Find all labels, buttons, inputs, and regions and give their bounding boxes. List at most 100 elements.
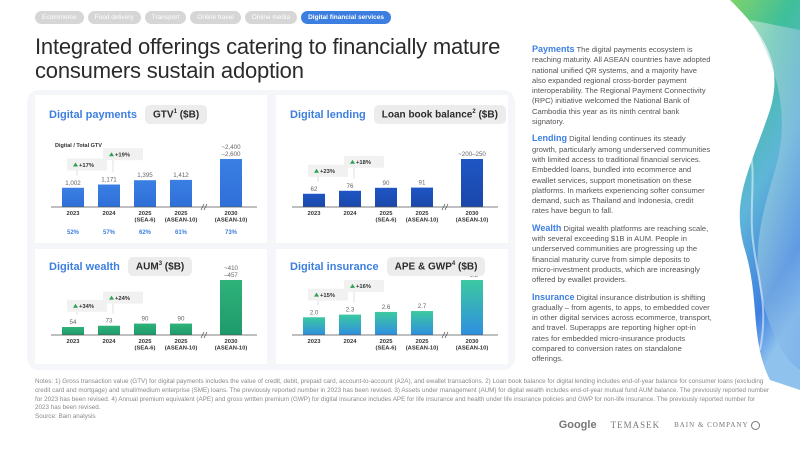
bar-value-label: 90 <box>178 316 185 323</box>
card-digital-wealth: Digital wealth AUM3 ($B) 54 2023 73 2024 90 2… <box>35 249 267 364</box>
partner-logos: Google TEMASEK BAIN & COMPANY <box>559 419 760 431</box>
bain-logo-text: BAIN & COMPANY <box>674 420 749 429</box>
bar <box>375 187 397 207</box>
section-tabs: Ecommerce Food delivery Transport Online… <box>35 11 391 24</box>
growth-callout-box <box>344 279 384 292</box>
category-tick-label: (SEA-6) <box>135 218 156 224</box>
tab-online-travel[interactable]: Online travel <box>190 11 241 24</box>
axis-break-mark <box>203 331 208 339</box>
bar <box>411 311 433 335</box>
bar <box>339 190 361 207</box>
tab-transport[interactable]: Transport <box>144 11 187 24</box>
insight-wealth: Wealth Digital wealth platforms are reac… <box>532 223 712 286</box>
bar-value-label: 73 <box>106 318 113 325</box>
category-tick-label: (ASEAN-10) <box>165 218 198 224</box>
footnotes: Notes: 1) Gross transaction value (GTV) … <box>35 378 770 422</box>
bar-value-label: 91 <box>419 180 426 187</box>
metric-badge: AUM3 ($B) <box>127 257 193 277</box>
growth-label: +15% <box>320 293 335 299</box>
card-title: Digital payments <box>49 108 138 121</box>
bar <box>411 187 433 207</box>
insight-text: Digital wealth platforms are reaching sc… <box>532 223 709 285</box>
axis-break-mark <box>441 203 446 211</box>
axis-break-mark <box>441 331 446 339</box>
card-title: Digital lending <box>290 108 366 121</box>
bar-value-label: 2.0 <box>310 309 319 316</box>
bain-circle-icon <box>751 420 760 430</box>
metric-label: GTV <box>153 109 174 121</box>
growth-label: +24% <box>115 296 130 302</box>
category-tick-label: 2024 <box>103 211 117 217</box>
up-triangle-icon <box>350 159 355 164</box>
category-tick-label: 2025 <box>139 339 153 345</box>
bar-value-label: ~2,400 <box>221 144 241 151</box>
category-tick-label: 2025 <box>139 211 153 217</box>
bar <box>303 317 325 335</box>
share-value-label: 62% <box>139 230 152 236</box>
bar-value-label: 90 <box>142 316 149 323</box>
temasek-logo: TEMASEK <box>610 420 661 430</box>
metric-badge: APE & GWP4 ($B) <box>386 257 486 277</box>
up-triangle-icon <box>350 283 355 288</box>
metric-badge: Loan book balance2 ($B) <box>373 105 506 125</box>
category-tick-label: 2023 <box>67 211 81 217</box>
category-tick-label: 2025 <box>380 211 394 217</box>
bar <box>98 184 120 207</box>
growth-label: +16% <box>356 284 371 290</box>
growth-callout-box <box>67 299 107 312</box>
category-tick-label: 2025 <box>175 211 189 217</box>
footnote-ref: 1 <box>173 109 177 115</box>
share-value-label: 57% <box>103 230 116 236</box>
card-title: Digital wealth <box>49 260 120 273</box>
bar <box>134 180 156 207</box>
growth-callout-box <box>308 164 348 177</box>
category-tick-label: 2030 <box>466 211 479 217</box>
bar-value-label: 90 <box>383 180 390 187</box>
insights-column: Payments The digital payments ecosystem … <box>532 44 712 371</box>
up-triangle-icon <box>73 162 78 167</box>
bar-value-label: 1,412 <box>173 172 189 179</box>
category-tick-label: 2024 <box>344 211 358 217</box>
category-tick-label: 2025 <box>416 339 430 345</box>
card-digital-payments: Digital payments GTV1 ($B) Digital / Tot… <box>35 95 267 243</box>
tab-digital-financial-services[interactable]: Digital financial services <box>301 11 391 24</box>
category-tick-label: 2023 <box>67 339 81 345</box>
tab-food-delivery[interactable]: Food delivery <box>87 11 141 24</box>
insight-lending: Lending Digital lending continues its st… <box>532 133 712 216</box>
bar-value-label: 1,395 <box>137 172 153 179</box>
bar <box>62 187 84 207</box>
category-tick-label: (ASEAN-10) <box>215 218 248 224</box>
tab-online-media[interactable]: Online media <box>244 11 298 24</box>
category-tick-label: 2024 <box>103 339 117 345</box>
category-tick-label: 2025 <box>380 339 394 345</box>
metric-unit: ($B) <box>455 261 478 273</box>
category-tick-label: (ASEAN-10) <box>456 218 489 224</box>
bar-value-label: ~200–250 <box>458 151 486 158</box>
category-tick-label: 2024 <box>344 339 358 345</box>
metric-label: APE & GWP <box>394 261 452 273</box>
bar-value-label: 1,171 <box>101 177 117 184</box>
growth-label: +19% <box>115 153 130 159</box>
category-tick-label: (SEA-6) <box>376 218 397 224</box>
tab-ecommerce[interactable]: Ecommerce <box>35 11 84 24</box>
payments-chart: Digital / Total GTV 1,002 2023 52% 1,171 2024… <box>51 143 257 236</box>
category-tick-label: (ASEAN-10) <box>406 218 439 224</box>
bar <box>220 159 242 207</box>
insight-heading: Wealth <box>532 222 562 233</box>
bar <box>62 327 84 335</box>
up-triangle-icon <box>314 292 319 297</box>
category-tick-label: 2023 <box>308 339 322 345</box>
bar-value-label: 2.7 <box>418 303 427 310</box>
google-logo: Google <box>558 419 597 431</box>
share-axis-label: Digital / Total GTV <box>55 143 102 149</box>
footnote-ref: 3 <box>158 261 163 267</box>
insight-payments: Payments The digital payments ecosystem … <box>532 44 712 127</box>
growth-callout-box <box>344 155 384 168</box>
axis-break-mark <box>444 203 449 211</box>
bar-value-label: 1,002 <box>65 180 81 187</box>
lending-chart: 622023762024902025(SEA-6)912025(ASEAN-10… <box>292 151 498 224</box>
up-triangle-icon <box>314 168 319 173</box>
insurance-chart: 2.020232.320242.62025(SEA-6)2.72025(ASEA… <box>292 272 498 352</box>
up-triangle-icon <box>109 295 114 300</box>
metric-unit: ($B) <box>176 109 200 121</box>
